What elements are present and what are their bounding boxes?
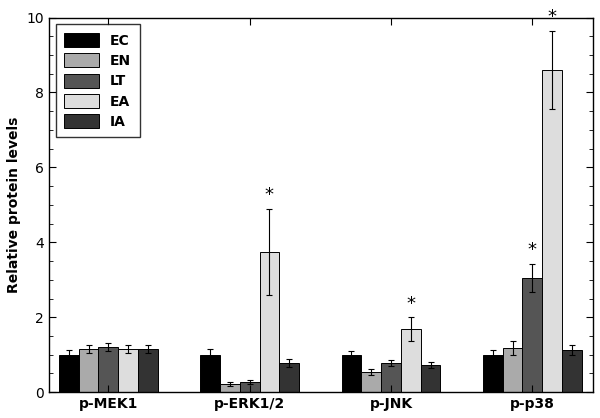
- Bar: [562, 350, 582, 392]
- Bar: [401, 329, 421, 392]
- Bar: [421, 365, 440, 392]
- Bar: [280, 363, 299, 392]
- Bar: [240, 382, 260, 392]
- Text: *: *: [406, 295, 415, 313]
- Bar: [361, 372, 381, 392]
- Text: *: *: [528, 241, 537, 259]
- Bar: [220, 384, 240, 392]
- Bar: [341, 355, 361, 392]
- Bar: [59, 355, 79, 392]
- Bar: [503, 348, 523, 392]
- Bar: [98, 347, 118, 392]
- Bar: [523, 278, 542, 392]
- Bar: [200, 355, 220, 392]
- Text: *: *: [265, 186, 274, 204]
- Bar: [542, 70, 562, 392]
- Bar: [381, 363, 401, 392]
- Bar: [118, 349, 138, 392]
- Bar: [79, 349, 98, 392]
- Text: *: *: [548, 8, 557, 26]
- Legend: EC, EN, LT, EA, IA: EC, EN, LT, EA, IA: [56, 25, 140, 138]
- Bar: [138, 349, 158, 392]
- Bar: [483, 355, 503, 392]
- Bar: [260, 252, 280, 392]
- Y-axis label: Relative protein levels: Relative protein levels: [7, 117, 21, 293]
